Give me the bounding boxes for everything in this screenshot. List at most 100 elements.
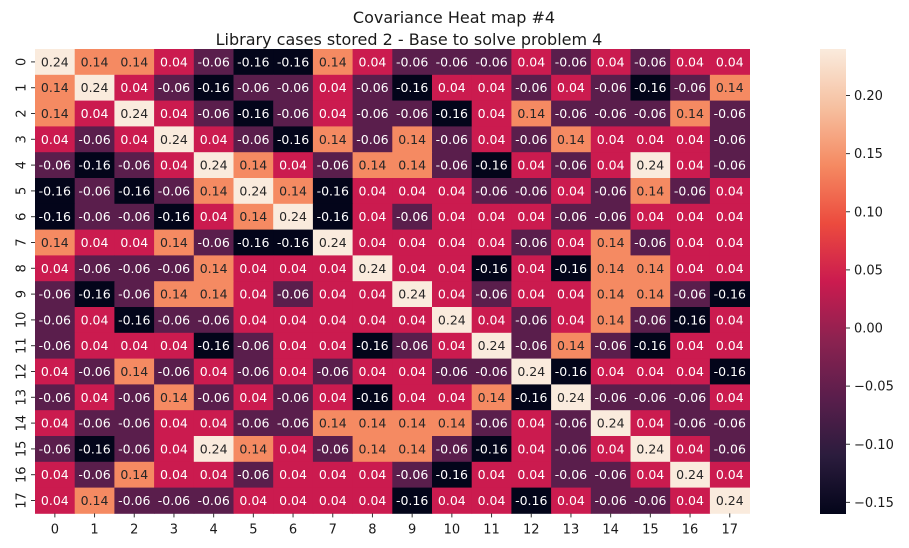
cell-value-label: -0.06 [396,467,428,482]
cell-value-label: 0.24 [359,261,387,276]
x-tick-label: 1 [90,522,98,537]
y-tick-label: 5 [15,187,30,195]
y-tick-label: 15 [15,441,30,458]
heatmap-cell [312,100,353,127]
heatmap-cell [630,461,671,488]
heatmap-cell [74,49,115,76]
heatmap-cell [670,281,711,308]
heatmap-cell [273,307,314,334]
cell-value-label: -0.06 [237,80,269,95]
cell-value-label: 0.04 [359,493,387,508]
heatmap-cell [114,74,155,101]
cell-value-label: 0.14 [438,416,466,431]
cell-value-label: -0.06 [714,132,746,147]
cell-value-label: -0.16 [515,493,547,508]
cell-value-label: 0.04 [517,441,545,456]
cell-value-label: -0.06 [356,132,388,147]
heatmap-cell [352,410,393,437]
cell-value-label: -0.06 [356,106,388,121]
colorbar-tick-label: 0.00 [854,322,883,337]
cell-value-label: 0.04 [517,287,545,302]
cell-value-label: 0.04 [359,312,387,327]
heatmap-cell [233,178,274,205]
heatmap-cell [352,126,393,153]
cell-value-label: 0.04 [120,132,148,147]
heatmap-cell [630,74,671,101]
heatmap-cell [670,384,711,411]
cell-value-label: -0.16 [436,106,468,121]
heatmap-cell [233,49,274,76]
heatmap-cell [432,384,473,411]
heatmap-cell [670,255,711,282]
cell-value-label: 0.04 [239,493,267,508]
heatmap-cell [35,152,76,179]
cell-value-label: 0.24 [239,183,267,198]
heatmap-cell [432,203,473,230]
heatmap-cell [709,203,750,230]
heatmap-cell [630,358,671,385]
heatmap-cell [352,49,393,76]
cell-value-label: 0.04 [81,338,109,353]
cell-value-label: 0.04 [200,416,228,431]
cell-value-label: 0.04 [200,132,228,147]
cell-value-label: -0.06 [78,416,110,431]
cell-value-label: 0.04 [438,287,466,302]
cell-value-label: 0.14 [200,183,228,198]
cell-value-label: 0.14 [398,441,426,456]
cell-value-label: 0.04 [716,338,744,353]
cell-value-label: 0.24 [676,467,704,482]
colorbar-tick-label: −0.05 [854,380,894,395]
heatmap-cell [35,229,76,256]
cell-value-label: -0.06 [674,183,706,198]
heatmap-cell [352,203,393,230]
cell-value-label: -0.06 [555,158,587,173]
cell-value-label: 0.14 [200,261,228,276]
colorbar-tick-label: 0.10 [854,205,883,220]
heatmap-cell [273,126,314,153]
heatmap-cell [432,410,473,437]
cell-value-label: -0.16 [118,312,150,327]
cell-value-label: -0.06 [555,209,587,224]
heatmap-cell [511,126,552,153]
heatmap-cell [471,229,512,256]
heatmap-cell [154,203,195,230]
cell-value-label: 0.04 [120,338,148,353]
cell-value-label: -0.16 [475,441,507,456]
heatmap-cell [471,74,512,101]
heatmap-cell [590,461,631,488]
cell-value-label: 0.04 [239,312,267,327]
cell-value-label: -0.16 [78,441,110,456]
heatmap-cell [432,49,473,76]
chart-subtitle: Library cases stored 2 - Base to solve p… [216,30,603,49]
cell-value-label: -0.06 [714,158,746,173]
heatmap-cell [312,152,353,179]
heatmap-cell [35,410,76,437]
heatmap-cell [630,332,671,359]
x-tick-label: 0 [51,522,59,537]
cell-value-label: -0.06 [197,390,229,405]
heatmap-cell [193,255,234,282]
heatmap-cell [670,436,711,463]
heatmap-cell [670,126,711,153]
heatmap-cell [471,410,512,437]
cell-value-label: -0.06 [634,390,666,405]
heatmap-cell [511,152,552,179]
heatmap-cell [114,384,155,411]
heatmap-cell [193,49,234,76]
cell-value-label: 0.04 [279,493,307,508]
heatmap-cell [312,461,353,488]
cell-value-label: 0.14 [279,183,307,198]
cell-value-label: 0.04 [676,338,704,353]
heatmap-cell [432,358,473,385]
cell-value-label: -0.06 [158,80,190,95]
cell-value-label: -0.06 [436,158,468,173]
heatmap-cell [670,74,711,101]
heatmap-cell [709,178,750,205]
cell-value-label: -0.06 [78,364,110,379]
heatmap-cell [352,178,393,205]
heatmap-cell [709,358,750,385]
cell-value-label: -0.06 [277,416,309,431]
heatmap-cell [590,384,631,411]
cell-value-label: -0.16 [555,364,587,379]
heatmap-cell [233,332,274,359]
